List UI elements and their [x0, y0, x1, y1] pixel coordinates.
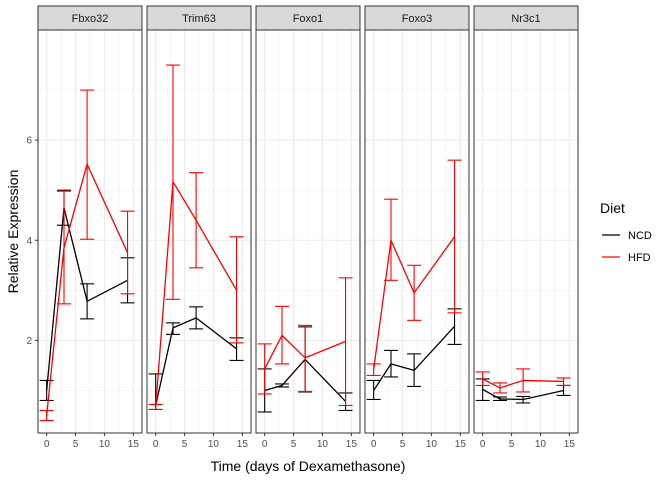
x-tick-label: 15 — [346, 439, 358, 450]
error-bar — [556, 377, 571, 386]
strip-fbxo32 — [37, 5, 143, 31]
error-bar — [189, 172, 204, 269]
error-bar — [338, 277, 353, 407]
error-bar — [229, 236, 244, 344]
x-tick-label: 15 — [237, 439, 249, 450]
series-line-ncd — [482, 388, 564, 401]
panel-border — [473, 29, 579, 434]
series-line-ncd — [264, 358, 347, 402]
error-bar — [298, 324, 313, 392]
panel-border — [364, 29, 470, 434]
error-bar — [493, 382, 507, 394]
x-tick-label: 0 — [480, 439, 486, 450]
error-bar — [516, 395, 531, 404]
strip-label: Fbxo32 — [72, 13, 109, 25]
x-tick-label: 5 — [73, 439, 79, 450]
error-bar — [475, 371, 490, 386]
error-bar — [39, 379, 54, 402]
series-hfd — [39, 89, 135, 422]
x-tick-label: 10 — [426, 439, 438, 450]
x-tick-label: 5 — [291, 439, 297, 450]
series-ncd — [366, 308, 462, 401]
series-line-hfd — [482, 378, 564, 389]
error-bar — [384, 198, 398, 281]
error-bar — [275, 305, 289, 365]
strip-foxo1 — [255, 5, 361, 31]
x-tick-label: 15 — [455, 439, 467, 450]
legend-entry-ncd: NCD — [602, 230, 652, 242]
x-tick-label: 5 — [509, 439, 515, 450]
series-line-ncd — [46, 207, 128, 391]
y-tick-label: 2 — [26, 336, 32, 347]
x-tick-label: 15 — [564, 439, 576, 450]
panel-border — [255, 29, 361, 434]
legend-entries: NCD HFD — [602, 230, 652, 264]
error-bar — [384, 349, 398, 378]
error-bar — [366, 379, 381, 401]
x-tick-label: 5 — [182, 439, 188, 450]
error-bar — [493, 396, 507, 402]
x-tick-label: 10 — [208, 439, 220, 450]
series-hfd — [366, 159, 462, 376]
x-tick-label: 10 — [99, 439, 111, 450]
series-line-hfd — [373, 236, 456, 370]
error-bar — [275, 383, 289, 388]
legend-title: Diet — [600, 200, 625, 216]
x-tick-label: 0 — [371, 439, 377, 450]
error-bar — [189, 306, 204, 330]
x-tick-label: 10 — [535, 439, 547, 450]
series-line-hfd — [155, 179, 238, 408]
strip-label: Foxo3 — [402, 13, 433, 25]
legend-label: NCD — [628, 230, 652, 242]
error-bar — [447, 159, 462, 314]
x-tick-label: 10 — [317, 439, 329, 450]
panel-foxo3: Foxo3 0 5 10 15 — [364, 5, 470, 450]
x-tick-label: 0 — [44, 439, 50, 450]
y-tick-label: 4 — [26, 236, 32, 247]
strip-label: Nr3c1 — [511, 13, 540, 25]
strip-label: Trim63 — [182, 13, 216, 25]
series-hfd — [257, 277, 353, 407]
panel-foxo1: Foxo1 0 5 10 15 — [255, 5, 361, 450]
series-line-hfd — [46, 162, 129, 416]
series-hfd — [148, 64, 244, 411]
error-bar — [39, 409, 54, 422]
error-bar — [80, 283, 95, 320]
error-bar — [516, 368, 531, 393]
x-axis-title: Time (days of Dexamethasone) — [211, 458, 406, 474]
error-bar — [148, 403, 163, 411]
x-tick-label: 0 — [262, 439, 268, 450]
error-bar — [57, 190, 71, 305]
panel-border — [37, 29, 143, 434]
x-tick-label: 5 — [400, 439, 406, 450]
x-tick-label: 15 — [128, 439, 140, 450]
panel-border — [146, 29, 252, 434]
error-bar — [407, 264, 422, 321]
x-tick-label: 0 — [153, 439, 159, 450]
panel-nr3c1: Nr3c1 0 5 10 15 — [473, 5, 579, 450]
legend-entry-hfd: HFD — [602, 252, 651, 264]
error-bar — [166, 322, 180, 335]
error-bar — [80, 89, 95, 240]
error-bar — [166, 64, 180, 300]
series-hfd — [475, 368, 571, 394]
error-bar — [120, 210, 135, 295]
panel-trim63: Trim63 0 5 10 15 — [146, 5, 252, 450]
panel-fbxo32: Fbxo32 0 5 10 15 2 4 6 — [26, 5, 143, 450]
y-axis-title: Relative Expression — [5, 170, 21, 294]
legend-label: HFD — [628, 252, 651, 264]
series-line-ncd — [373, 325, 456, 391]
error-bar — [366, 363, 381, 376]
y-tick-label: 6 — [26, 136, 32, 147]
series-line-ncd — [155, 317, 237, 406]
strip-label: Foxo1 — [293, 13, 324, 25]
error-bar — [257, 343, 272, 395]
error-bar — [407, 353, 422, 387]
series-line-hfd — [264, 334, 346, 370]
strip-nr3c1 — [473, 5, 579, 31]
legend: Diet NCD HFD — [600, 200, 652, 264]
